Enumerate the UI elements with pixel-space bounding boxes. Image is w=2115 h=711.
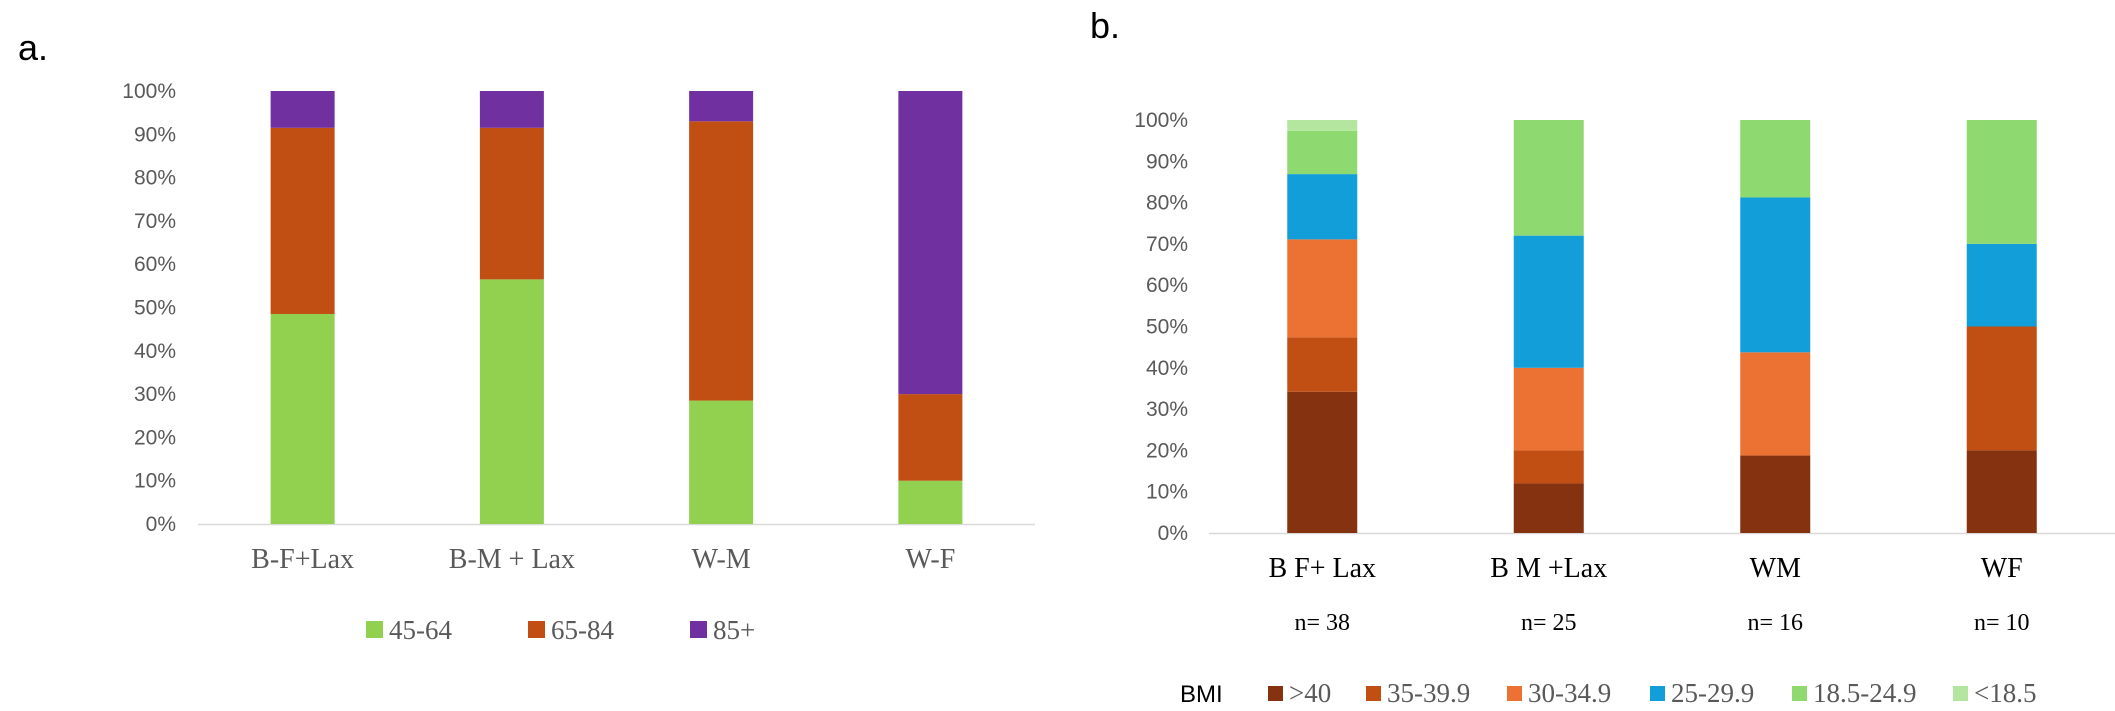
bar-segment-b-m-lax-4 xyxy=(1513,120,1584,236)
bar-segment-b-f-lax-0 xyxy=(270,313,335,524)
bar-segment-w-m-1 xyxy=(689,121,754,401)
y-tick-label: 40% xyxy=(134,340,176,363)
y-tick-label: 70% xyxy=(134,210,176,233)
y-tick-label: 30% xyxy=(1146,398,1188,421)
legend-label: 18.5-24.9 xyxy=(1813,678,1917,708)
y-tick-label: 20% xyxy=(1146,439,1188,462)
legend-label: 85+ xyxy=(713,615,755,645)
bar-segment-wf-3 xyxy=(1966,243,2037,327)
legend-swatch xyxy=(1366,686,1381,701)
legend-swatch xyxy=(528,621,545,638)
bar-segment-b-f-lax-5 xyxy=(1287,120,1358,131)
bar-segment-wf-1 xyxy=(1966,326,2037,451)
legend-title: BMI xyxy=(1180,681,1223,708)
y-tick-label: 100% xyxy=(1134,109,1188,132)
y-tick-label: 40% xyxy=(1146,357,1188,380)
y-tick-label: 80% xyxy=(134,167,176,190)
bar-segment-b-f-lax-2 xyxy=(1287,239,1358,338)
y-tick-label: 60% xyxy=(134,253,176,276)
legend-label: 35-39.9 xyxy=(1387,678,1470,708)
bar-segment-b-m-lax-2 xyxy=(1513,367,1584,451)
legend-swatch xyxy=(1268,686,1283,701)
bar-segment-b-m-lax-0 xyxy=(1513,483,1584,533)
bar-segment-w-f-2 xyxy=(898,91,963,395)
x-category-label: WF xyxy=(1981,553,2023,584)
y-tick-label: 10% xyxy=(1146,481,1188,504)
y-tick-label: 100% xyxy=(122,80,176,103)
bar-segment-b-m-lax-3 xyxy=(1513,235,1584,368)
sample-size-label: n= 10 xyxy=(1974,610,2030,636)
legend-swatch xyxy=(1507,686,1522,701)
y-tick-label: 50% xyxy=(1146,316,1188,339)
sample-size-label: n= 38 xyxy=(1294,610,1350,636)
legend-label: 30-34.9 xyxy=(1528,678,1611,708)
legend-label: 45-64 xyxy=(389,615,452,645)
y-tick-label: 20% xyxy=(134,426,176,449)
sample-size-label: n= 16 xyxy=(1747,610,1803,636)
x-category-label: B F+ Lax xyxy=(1268,553,1376,584)
bar-segment-b-f-lax-4 xyxy=(1287,130,1358,175)
bar-segment-wf-4 xyxy=(1966,120,2037,244)
y-tick-label: 0% xyxy=(146,513,176,536)
bar-segment-b-m-lax-1 xyxy=(479,127,544,280)
bar-segment-wm-0 xyxy=(1740,455,1811,533)
legend-label: >40 xyxy=(1289,678,1331,708)
x-category-label: B-F+Lax xyxy=(251,544,354,575)
bar-segment-b-m-lax-1 xyxy=(1513,450,1584,484)
sample-size-label: n= 25 xyxy=(1521,610,1577,636)
x-category-label: B M +Lax xyxy=(1490,553,1607,584)
bar-segment-w-m-0 xyxy=(689,400,754,524)
y-tick-label: 30% xyxy=(134,383,176,406)
bar-segment-wf-0 xyxy=(1966,450,2037,533)
bar-segment-wm-4 xyxy=(1740,120,1811,198)
bar-segment-b-m-lax-0 xyxy=(479,279,544,524)
legend-swatch xyxy=(366,621,383,638)
y-tick-label: 0% xyxy=(1158,522,1188,545)
legend-swatch xyxy=(690,621,707,638)
x-category-label: WM xyxy=(1750,553,1801,584)
bar-segment-wm-3 xyxy=(1740,197,1811,353)
y-tick-label: 50% xyxy=(134,297,176,320)
bar-segment-b-f-lax-2 xyxy=(270,91,335,128)
x-category-label: W-F xyxy=(905,544,955,575)
x-category-label: W-M xyxy=(692,544,751,575)
y-tick-label: 10% xyxy=(134,470,176,493)
bar-segment-b-f-lax-1 xyxy=(270,127,335,314)
bar-segment-b-m-lax-2 xyxy=(479,91,544,128)
bar-segment-b-f-lax-0 xyxy=(1287,391,1358,533)
bar-segment-wm-2 xyxy=(1740,352,1811,456)
panel-label: a. xyxy=(18,27,48,68)
panel-label: b. xyxy=(1090,5,1120,46)
y-tick-label: 80% xyxy=(1146,192,1188,215)
legend-swatch xyxy=(1953,686,1968,701)
bar-segment-w-m-2 xyxy=(689,91,754,122)
y-tick-label: 60% xyxy=(1146,274,1188,297)
bar-segment-w-f-1 xyxy=(898,394,963,481)
legend-label: 25-29.9 xyxy=(1671,678,1754,708)
legend-label: <18.5 xyxy=(1974,678,2036,708)
x-category-label: B-M + Lax xyxy=(449,544,575,575)
legend-swatch xyxy=(1650,686,1665,701)
panel-b: b. 0% 10% 20% 30% 40% 50% 60% 70% 80% 90% 100% B F+ … xyxy=(1090,5,2115,708)
legend-label: 65-84 xyxy=(551,615,614,645)
panel-a: a. 0% 10% 20% 30% 40% 50% 60% 70% 80% 90% 100% B-F+L… xyxy=(18,27,1035,645)
y-tick-label: 90% xyxy=(1146,150,1188,173)
y-tick-label: 90% xyxy=(134,123,176,146)
bar-segment-w-f-0 xyxy=(898,480,963,524)
bar-segment-b-f-lax-3 xyxy=(1287,174,1358,240)
legend-swatch xyxy=(1792,686,1807,701)
y-tick-label: 70% xyxy=(1146,233,1188,256)
bar-segment-b-f-lax-1 xyxy=(1287,337,1358,392)
